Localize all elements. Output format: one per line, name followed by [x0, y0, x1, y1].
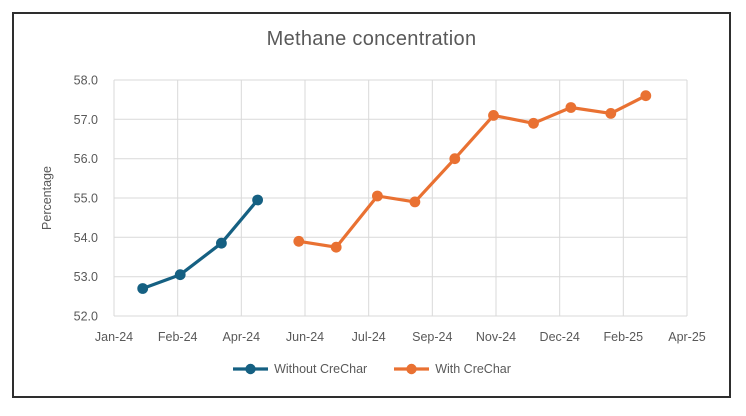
data-point-with-crechar-oct-24 — [488, 110, 499, 121]
data-point-without-crechar-mar-24 — [216, 237, 227, 249]
chart-frame[interactable]: Methane concentration Percentage 52.0 53.… — [12, 12, 731, 398]
line-marker-icon — [233, 363, 269, 375]
data-point-with-crechar-aug-24 — [409, 196, 421, 208]
data-point-with-crechar-nov-24 — [528, 117, 539, 129]
legend-item-with-crechar[interactable]: With CreChar — [393, 362, 511, 376]
data-point-with-crechar-sep-24 — [449, 153, 461, 165]
x-tick-label: Jun-24 — [286, 330, 324, 344]
y-tick-label: 54.0 — [74, 231, 98, 245]
x-tick-label: Feb-24 — [158, 330, 198, 344]
data-point-without-crechar-jan-24 — [137, 283, 149, 294]
legend-item-without-crechar[interactable]: Without CreChar — [232, 362, 367, 376]
data-point-with-crechar-jun-24 — [330, 241, 342, 253]
data-point-without-crechar-apr-24 — [252, 194, 263, 206]
x-tick-label: Jan-24 — [95, 330, 133, 344]
legend-label-with-crechar: With CreChar — [435, 362, 511, 376]
y-tick-label: 58.0 — [74, 74, 98, 88]
x-tick-label: Jul-24 — [352, 330, 386, 344]
legend: Without CreChar With CreChar — [14, 358, 729, 380]
data-point-with-crechar-feb-25 — [640, 90, 652, 102]
x-tick-label: Dec-24 — [540, 330, 580, 344]
x-tick-label: Apr-25 — [668, 330, 706, 344]
y-tick-label: 55.0 — [74, 192, 98, 206]
chart-title: Methane concentration — [266, 28, 477, 50]
y-tick-label: 53.0 — [74, 270, 98, 284]
y-tick-label: 57.0 — [74, 113, 98, 127]
x-tick-label: Nov-24 — [476, 330, 516, 344]
data-point-with-crechar-jan-25 — [605, 108, 617, 119]
x-tick-label: Sep-24 — [412, 330, 452, 344]
x-tick-label: Apr-24 — [223, 330, 261, 344]
series-line-without-crechar — [141, 198, 260, 291]
y-tick-label: 56.0 — [74, 152, 98, 166]
plot-area: 52.0 53.0 54.0 55.0 56.0 57.0 58.0 Jan-24 Feb-24… — [74, 74, 706, 345]
data-point-without-crechar-feb-24 — [174, 269, 186, 281]
series-line-with-crechar — [297, 94, 648, 249]
data-point-with-crechar-may-24 — [293, 235, 305, 247]
y-tick-label: 52.0 — [74, 310, 98, 324]
data-point-with-crechar-dec-24 — [565, 102, 577, 113]
x-tick-label: Feb-25 — [603, 330, 643, 344]
legend-label-without-crechar: Without CreChar — [274, 362, 368, 376]
line-marker-icon — [394, 363, 430, 375]
data-point-with-crechar-jul-24 — [372, 190, 383, 202]
